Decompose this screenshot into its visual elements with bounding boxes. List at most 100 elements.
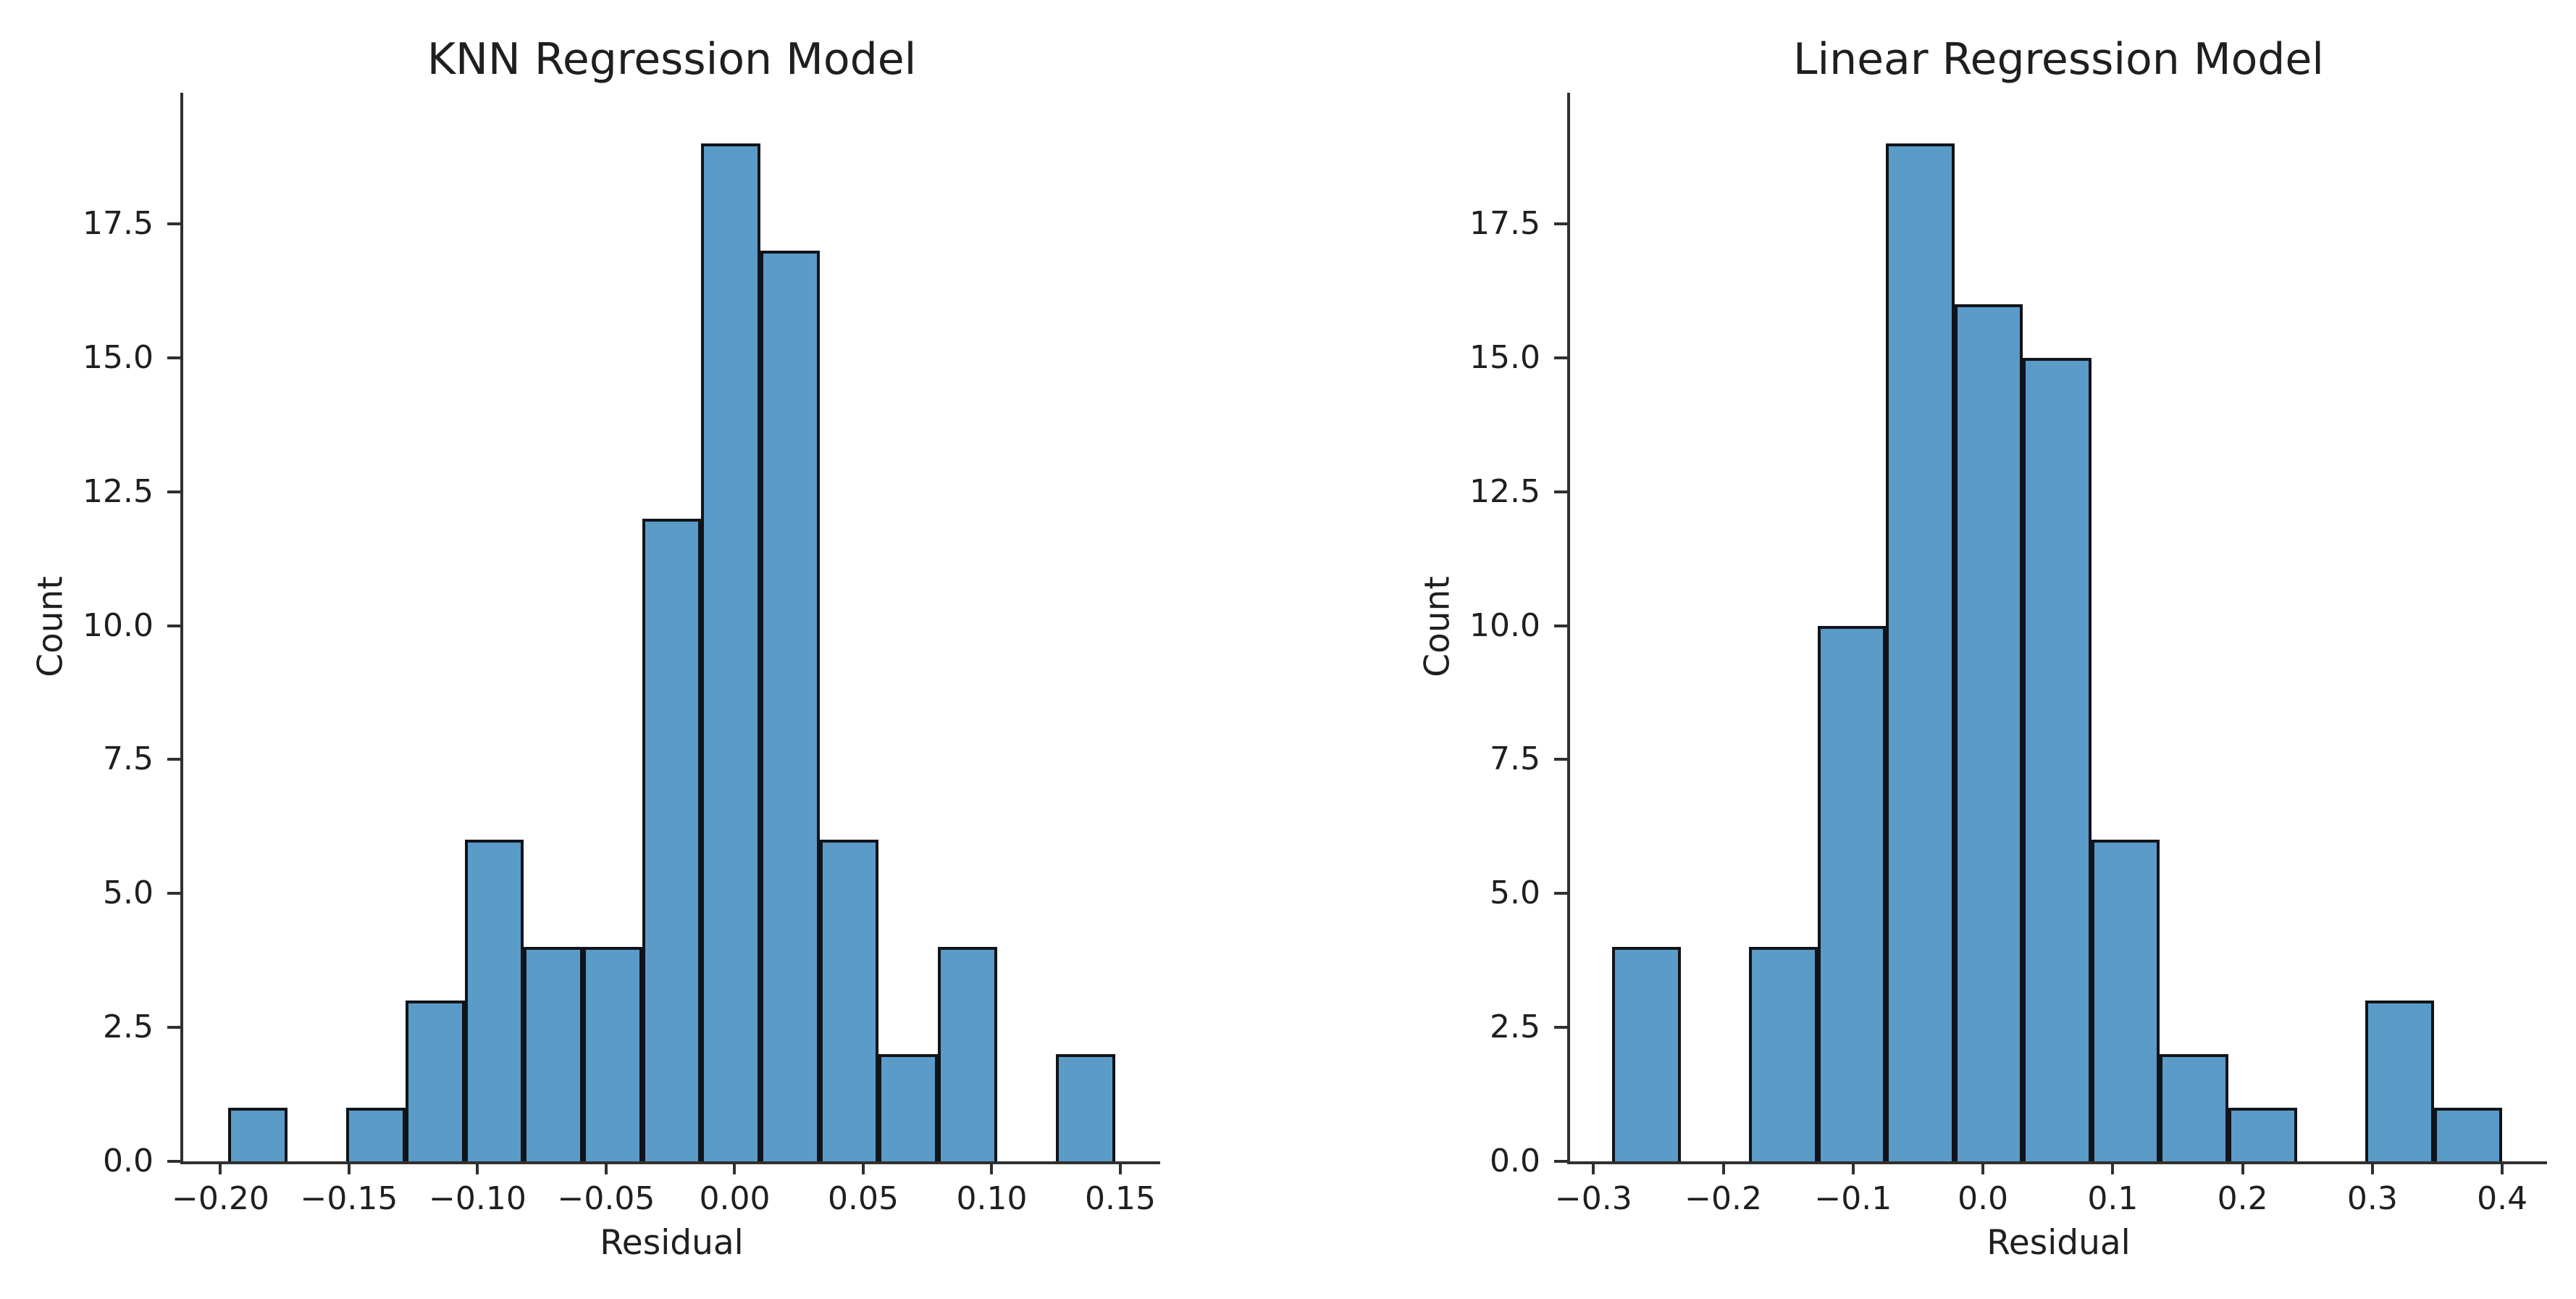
x-tick bbox=[1592, 1161, 1595, 1174]
y-tick-label: 15.0 bbox=[1469, 338, 1540, 376]
y-tick bbox=[1554, 624, 1570, 627]
x-tick-label: 0.15 bbox=[1084, 1180, 1156, 1217]
x-tick bbox=[2370, 1161, 2374, 1174]
histogram-bar bbox=[878, 1054, 938, 1161]
histogram-bar bbox=[2433, 1108, 2503, 1161]
x-tick-label: −0.15 bbox=[300, 1180, 398, 1217]
y-tick bbox=[1554, 1026, 1570, 1029]
y-tick-label: 10.0 bbox=[83, 606, 154, 644]
histogram-bar bbox=[760, 251, 820, 1161]
histogram-bar bbox=[2228, 1108, 2297, 1161]
y-tick bbox=[167, 892, 183, 895]
histogram-bar bbox=[228, 1108, 288, 1161]
y-tick-label: 17.5 bbox=[1469, 204, 1540, 242]
histogram-bar bbox=[1056, 1054, 1115, 1161]
y-tick-label: 17.5 bbox=[83, 204, 154, 242]
histogram-bar bbox=[2160, 1054, 2228, 1161]
x-tick bbox=[1118, 1161, 1122, 1174]
x-tick-label: 0.4 bbox=[2477, 1180, 2528, 1217]
y-tick bbox=[167, 1160, 183, 1163]
x-tick-label: −0.20 bbox=[172, 1180, 269, 1217]
y-tick-label: 5.0 bbox=[1490, 874, 1540, 912]
histogram-bar bbox=[1817, 625, 1887, 1161]
histogram-bar bbox=[1749, 947, 1818, 1161]
y-tick-label: 7.5 bbox=[1490, 740, 1540, 778]
x-tick-label: 0.00 bbox=[699, 1180, 771, 1217]
x-tick bbox=[1851, 1161, 1855, 1174]
y-tick bbox=[167, 758, 183, 761]
y-axis-label: Count bbox=[30, 576, 71, 677]
histogram-bar bbox=[1612, 947, 1681, 1161]
x-tick-label: 0.3 bbox=[2346, 1180, 2398, 1217]
chart-title: KNN Regression Model bbox=[427, 34, 917, 85]
y-tick-label: 2.5 bbox=[103, 1008, 154, 1045]
y-tick bbox=[167, 624, 183, 627]
y-tick-label: 7.5 bbox=[103, 740, 154, 778]
y-tick-label: 10.0 bbox=[1469, 606, 1540, 644]
x-tick bbox=[990, 1161, 994, 1174]
y-tick-label: 5.0 bbox=[103, 874, 154, 912]
y-tick-label: 0.0 bbox=[1490, 1142, 1540, 1179]
x-axis-spine bbox=[180, 1161, 1160, 1164]
y-tick bbox=[1554, 222, 1570, 226]
x-tick bbox=[2111, 1161, 2115, 1174]
x-tick bbox=[1721, 1161, 1725, 1174]
x-tick bbox=[219, 1161, 222, 1174]
y-tick-label: 15.0 bbox=[83, 338, 154, 376]
x-tick-label: −0.2 bbox=[1685, 1180, 1762, 1217]
x-tick bbox=[1981, 1161, 1985, 1174]
plot-area: −0.3 −0.2 −0.1 0.0 0.1 0.2 0.3 0.4 0.0 2.5 5.0 7.5 1… bbox=[1469, 93, 2547, 1216]
x-tick bbox=[476, 1161, 479, 1174]
y-axis-label: Count bbox=[1417, 576, 1458, 677]
x-tick-label: 0.1 bbox=[2087, 1180, 2139, 1217]
histogram-bar bbox=[2365, 1001, 2434, 1161]
histogram-bar bbox=[642, 518, 702, 1161]
histogram-bar bbox=[937, 947, 997, 1161]
y-tick-label: 0.0 bbox=[103, 1142, 154, 1179]
x-tick-label: 0.05 bbox=[827, 1180, 899, 1217]
x-tick-label: −0.1 bbox=[1814, 1180, 1892, 1217]
x-axis-label: Residual bbox=[600, 1223, 744, 1263]
x-axis-spine bbox=[1567, 1161, 2547, 1164]
histogram-bar bbox=[1886, 143, 1955, 1161]
y-axis-spine bbox=[1567, 93, 1570, 1164]
y-tick-label: 12.5 bbox=[83, 472, 154, 510]
y-tick bbox=[1554, 758, 1570, 761]
x-tick-label: 0.2 bbox=[2217, 1180, 2268, 1217]
y-tick bbox=[167, 356, 183, 359]
plot-area: −0.20 −0.15 −0.10 −0.05 0.00 0.05 0.10 0.15 0.0 2… bbox=[83, 93, 1160, 1216]
y-tick bbox=[167, 1026, 183, 1029]
y-tick bbox=[1554, 490, 1570, 493]
y-axis-spine bbox=[180, 93, 183, 1164]
histogram-bar bbox=[346, 1108, 406, 1161]
histogram-bar bbox=[406, 1001, 465, 1161]
x-tick bbox=[2241, 1161, 2244, 1174]
linear-residual-histogram: Linear Regression Model Count −0.3 −0.2 −0… bbox=[1387, 0, 2576, 1299]
histogram-bar bbox=[2091, 840, 2160, 1161]
chart-title: Linear Regression Model bbox=[1793, 34, 2324, 85]
y-tick bbox=[1554, 1160, 1570, 1163]
y-tick-label: 2.5 bbox=[1490, 1008, 1540, 1045]
y-tick bbox=[167, 222, 183, 226]
histogram-bar bbox=[2023, 357, 2092, 1161]
x-tick bbox=[861, 1161, 865, 1174]
y-tick-label: 12.5 bbox=[1469, 472, 1540, 510]
histogram-bar bbox=[583, 947, 642, 1161]
x-tick bbox=[2501, 1161, 2504, 1174]
histogram-bar bbox=[701, 143, 760, 1161]
knn-residual-histogram: KNN Regression Model Count −0.20 −0.15 −0.… bbox=[0, 0, 1189, 1299]
x-tick-label: 0.10 bbox=[956, 1180, 1028, 1217]
x-tick bbox=[347, 1161, 351, 1174]
x-tick-label: 0.0 bbox=[1958, 1180, 2009, 1217]
histogram-bar bbox=[819, 840, 879, 1161]
y-tick bbox=[1554, 892, 1570, 895]
x-tick-label: −0.3 bbox=[1554, 1180, 1632, 1217]
histogram-bar bbox=[464, 840, 524, 1161]
x-axis-label: Residual bbox=[1986, 1223, 2131, 1263]
y-tick bbox=[1554, 356, 1570, 359]
x-tick bbox=[733, 1161, 737, 1174]
x-tick-label: −0.10 bbox=[429, 1180, 526, 1217]
histogram-bar bbox=[524, 947, 584, 1161]
histogram-bar bbox=[1954, 304, 2023, 1161]
